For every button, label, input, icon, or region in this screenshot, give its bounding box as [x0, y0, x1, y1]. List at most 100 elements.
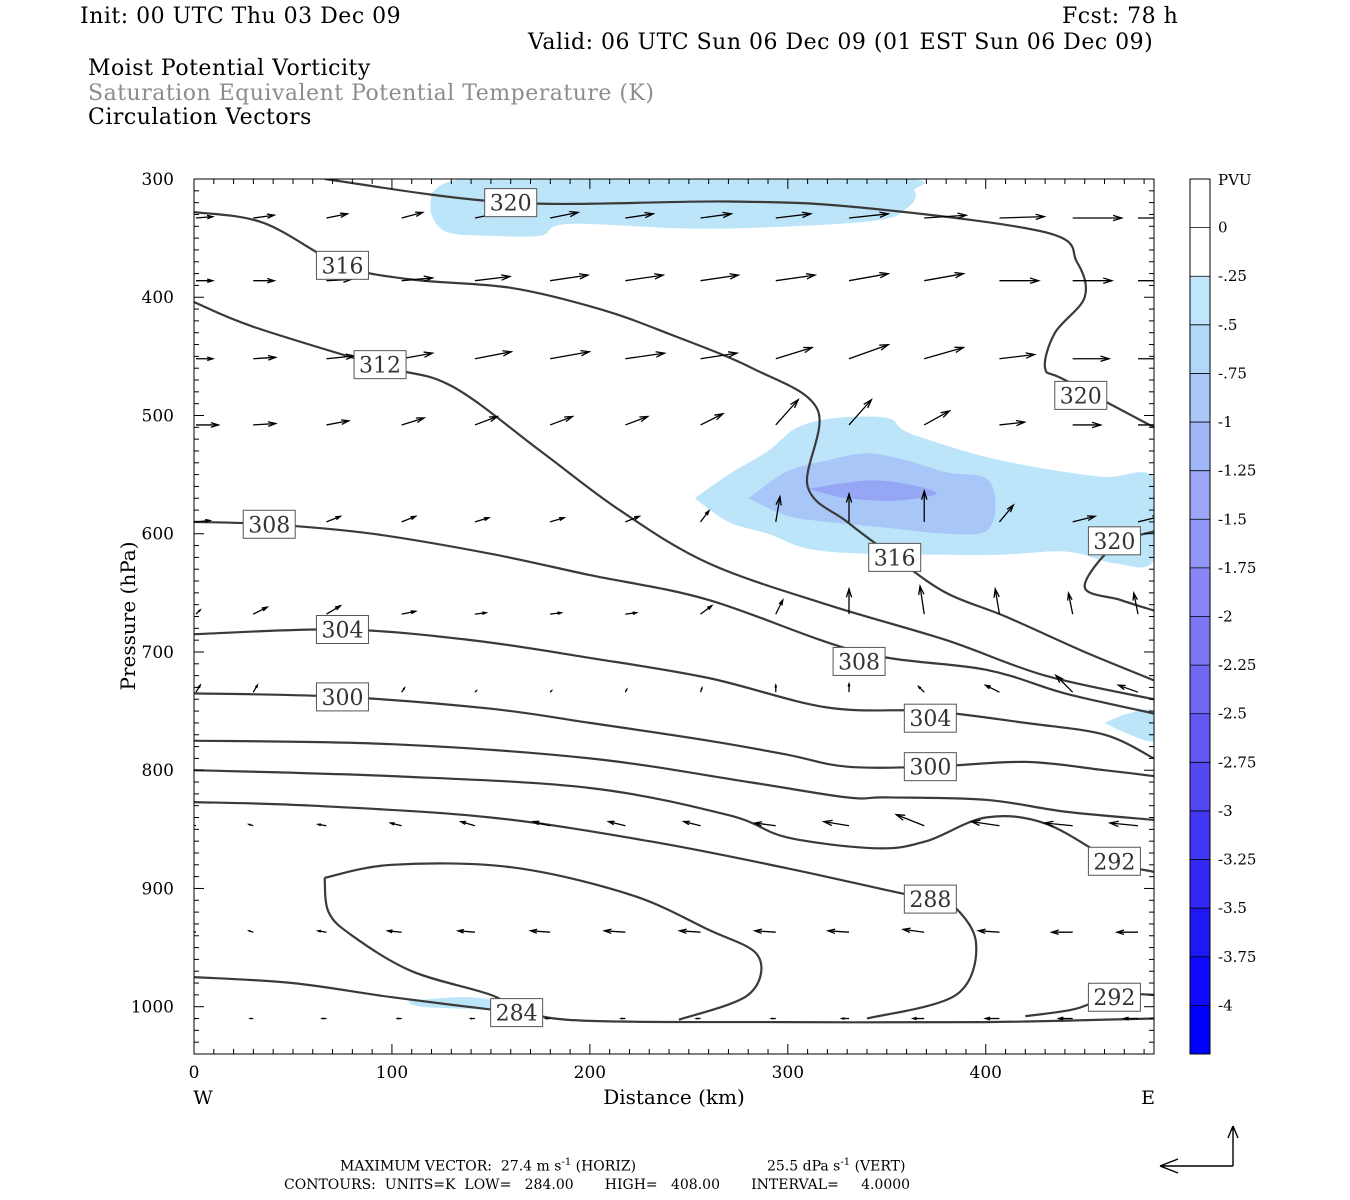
vector-shaft [700, 352, 738, 360]
vector-arrow [1072, 421, 1103, 429]
vector-arrow [821, 819, 850, 827]
vector-arrow [455, 928, 475, 934]
contour-label-box [490, 998, 544, 1028]
vector-head [706, 604, 714, 611]
vector-arrow [395, 1017, 402, 1020]
vector-head [340, 419, 352, 426]
vector-arrow [388, 822, 402, 827]
vector-arrow [910, 1016, 925, 1021]
contour-label-box [242, 509, 296, 539]
vector-shaft [549, 517, 565, 523]
vector-arrow [625, 515, 642, 523]
vector-head [1166, 356, 1175, 361]
vector-shaft [679, 930, 701, 933]
x-tick-label: 200 [574, 1063, 606, 1083]
vector-arrow [1107, 820, 1139, 828]
vector-shaft [194, 930, 197, 933]
x-axis-label: Distance (km) [603, 1085, 745, 1109]
vector-arrow [700, 351, 740, 360]
vector-shaft [326, 213, 348, 219]
vector-arrow [775, 273, 818, 282]
vector-head [632, 611, 639, 615]
vector-shaft [700, 274, 739, 282]
vector-head [1056, 1016, 1064, 1021]
vector-head [917, 685, 922, 690]
y-tick-label: 700 [142, 643, 174, 663]
vector-head [266, 213, 277, 219]
vector-head [246, 930, 251, 933]
vector-head [1107, 820, 1119, 828]
vector-arrow [999, 213, 1047, 221]
vector-arrow [194, 824, 197, 827]
contour-label-box [484, 188, 538, 218]
vector-head [700, 685, 703, 690]
vector-arrow [923, 409, 952, 426]
vector-head [1015, 419, 1027, 427]
contour-label-text: 284 [496, 1002, 538, 1027]
colorbar-label: -2.75 [1218, 753, 1256, 771]
field-title-theta-es: Saturation Equivalent Potential Temperat… [88, 81, 655, 106]
vector-head [752, 928, 763, 935]
colorbar-segment [1190, 373, 1210, 423]
vector-head [267, 354, 278, 361]
vector-arrow [1138, 217, 1154, 219]
vector-head [410, 610, 418, 615]
vector-arrow [775, 598, 784, 615]
vector-shaft [387, 930, 402, 933]
vector-shaft [924, 346, 964, 360]
vector-head [1114, 929, 1125, 936]
horiz-unit: (HORIZ) [575, 1158, 637, 1175]
vector-head [206, 356, 215, 362]
contour-labels: 320 316 312 308 304 300 320 320 316 308 304 300 292 2… [242, 188, 1141, 1028]
vector-arrow [385, 929, 402, 934]
colorbar-segment [1190, 810, 1210, 861]
valid-time: Valid: 06 UTC Sun 06 Dec 09 (01 EST Sun … [528, 30, 1154, 55]
vector-arrow [700, 273, 741, 282]
contour-label-text: 304 [321, 619, 363, 644]
vector-arrow [550, 273, 591, 282]
vector-shaft [253, 214, 275, 219]
vector-head [704, 508, 711, 516]
vector-arrow [993, 586, 1001, 615]
vector-head [1049, 929, 1059, 936]
vector-shaft [326, 420, 349, 426]
vector-arrow [1116, 684, 1139, 693]
vector-arrow [401, 211, 425, 219]
colorbar-label: -.5 [1218, 316, 1237, 334]
contour-300-6 [194, 692, 1154, 778]
field-title-pv: Moist Potential Vorticity [88, 56, 371, 81]
vector-arrow [474, 611, 489, 615]
y-axis-label: Pressure (hPa) [116, 542, 140, 691]
vector-head [957, 212, 969, 220]
vector-shaft [253, 422, 276, 426]
vector-shaft [994, 588, 1001, 615]
colorbar-label: -2.25 [1218, 656, 1256, 674]
vector-head [625, 687, 628, 691]
vector-arrow [253, 213, 277, 219]
vector-shaft [625, 213, 654, 219]
vector-arrow [1072, 355, 1112, 363]
vector-shaft [625, 415, 648, 426]
vector-shaft [1118, 684, 1139, 693]
vector-arrow [848, 343, 891, 360]
vector-arrow [1042, 820, 1073, 828]
contour-label: 316 [868, 542, 922, 572]
vector-arrow [196, 356, 215, 362]
contour-label: 320 [484, 188, 538, 218]
vector-head [729, 273, 741, 280]
vector-arrow [848, 211, 891, 219]
vector-arrow [474, 350, 514, 360]
vector-arrow [246, 930, 254, 933]
vector-arrow [253, 421, 278, 427]
vector-head [550, 689, 554, 692]
vector-head [954, 271, 966, 279]
vector-head [821, 819, 833, 827]
vector-arrow [196, 278, 215, 284]
vector-arrow [618, 1017, 626, 1020]
contour-label-box [903, 703, 957, 733]
x-tick-label: 0 [189, 1063, 200, 1083]
vector-head [644, 211, 656, 219]
vector-arrow [775, 346, 815, 360]
vector-shaft [401, 515, 416, 523]
vector-head [267, 277, 277, 284]
